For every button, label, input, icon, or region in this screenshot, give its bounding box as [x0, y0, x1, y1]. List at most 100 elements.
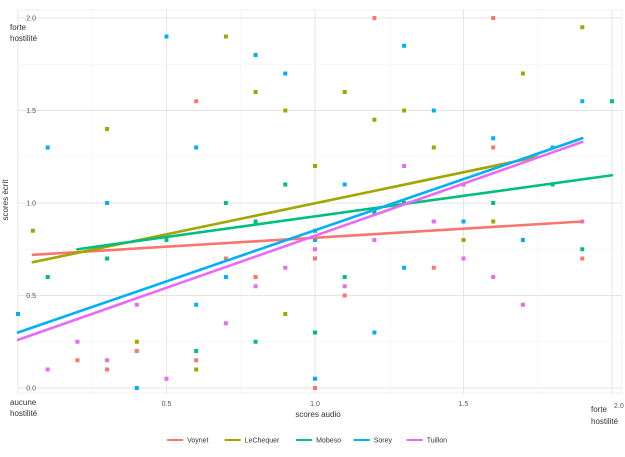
data-point [105, 358, 110, 363]
data-point [223, 275, 228, 279]
data-point [105, 127, 110, 131]
data-point [372, 16, 377, 20]
fit-line [76, 173, 614, 251]
legend: Voynet LeChequer Mobeso Sorey Tuillon [167, 438, 447, 445]
data-point [253, 339, 258, 344]
data-point [520, 238, 525, 242]
data-point [313, 330, 317, 335]
annotation-bottom-left-line1: aucune [10, 398, 37, 407]
legend-label: Voynet [187, 438, 208, 445]
data-point [164, 376, 169, 381]
data-point [491, 145, 496, 150]
axis-ticks-layer: 0.0 0.5 1.0 1.5 2.0 0.5 1.0 1.5 2.0 [26, 16, 624, 411]
fit-line [16, 136, 584, 334]
data-point [105, 201, 110, 205]
x-tick-label: 0.5 [162, 401, 172, 408]
y-tick-label: 0.5 [26, 293, 36, 300]
data-point [253, 275, 258, 279]
data-point [342, 182, 347, 187]
data-point [223, 256, 228, 261]
data-point [253, 284, 258, 289]
data-point [45, 367, 50, 372]
data-point [134, 339, 139, 344]
x-tick-label: 1.5 [459, 401, 469, 408]
data-point [134, 302, 139, 307]
y-tick-label: 2.0 [26, 16, 36, 23]
data-point [491, 275, 496, 279]
data-point [372, 330, 377, 335]
data-point [45, 145, 50, 150]
data-point [194, 367, 199, 372]
data-point [105, 256, 110, 261]
data-point [194, 145, 199, 150]
data-point [313, 238, 317, 242]
data-point [283, 265, 288, 270]
data-point [431, 145, 436, 150]
data-point [313, 247, 317, 252]
annotation-bottom-right-line1: forte [591, 405, 608, 414]
data-point [402, 108, 407, 113]
legend-label: Mobeso [316, 438, 341, 445]
fit-lines-layer [16, 136, 614, 342]
legend-label: LeChequer [245, 438, 280, 445]
data-point [134, 349, 139, 353]
data-point [223, 34, 228, 39]
data-point [520, 302, 525, 307]
data-point [491, 136, 496, 141]
data-point [75, 339, 80, 344]
data-point [491, 219, 496, 224]
data-point [283, 312, 288, 316]
data-point [283, 182, 288, 187]
data-point [402, 265, 407, 270]
annotation-bottom-left-line2: hostilité [10, 409, 38, 418]
data-point [283, 108, 288, 113]
data-point [283, 71, 288, 76]
data-point [520, 71, 525, 76]
data-point [431, 108, 436, 113]
data-point [342, 90, 347, 94]
data-point [16, 312, 20, 316]
data-point [194, 302, 199, 307]
data-point [610, 99, 614, 104]
data-point [223, 201, 228, 205]
data-point [491, 16, 496, 20]
annotation-bottom-right-line2: hostilité [591, 417, 619, 426]
data-point [431, 265, 436, 270]
data-point [164, 34, 169, 39]
data-point [402, 164, 407, 168]
data-point [194, 349, 199, 353]
data-point [461, 256, 466, 261]
data-point [342, 284, 347, 289]
data-point [580, 256, 585, 261]
data-point [580, 247, 585, 252]
data-point [105, 367, 110, 372]
data-point [75, 358, 80, 363]
data-point [342, 275, 347, 279]
data-point [313, 256, 317, 261]
annotation-top-left-line1: forte [10, 23, 27, 32]
data-point [194, 358, 199, 363]
y-tick-label: 1.0 [26, 201, 36, 208]
data-point [402, 43, 407, 48]
data-point [30, 228, 35, 233]
fit-line [16, 140, 584, 342]
y-tick-label: 0.0 [26, 386, 36, 393]
data-point [313, 376, 317, 381]
data-point [342, 293, 347, 298]
data-point [461, 238, 466, 242]
y-axis-title: scores écrit [1, 179, 10, 221]
legend-label: Sorey [374, 438, 393, 445]
data-point [491, 201, 496, 205]
data-point [580, 25, 585, 30]
data-point [194, 99, 199, 104]
data-point [223, 321, 228, 326]
data-point [580, 99, 585, 104]
data-point [313, 386, 317, 390]
x-tick-label: 1.0 [310, 401, 320, 408]
data-point [253, 53, 258, 57]
data-point [45, 275, 50, 279]
x-tick-label-end: 2.0 [614, 403, 624, 410]
legend-label: Tuillon [427, 438, 447, 445]
data-point [461, 219, 466, 224]
